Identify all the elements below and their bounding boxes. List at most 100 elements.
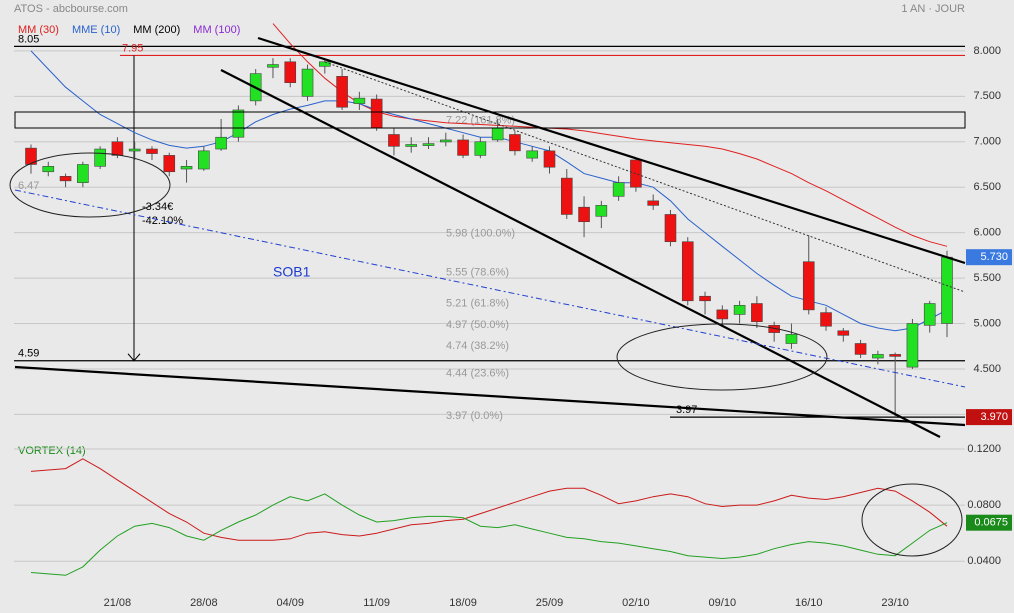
x-tick-label: 21/08 [104,597,132,609]
candle-body [353,97,366,104]
candle-body [906,323,919,368]
fib-label: 4.74 (38.2%) [446,340,509,352]
y-tick-label: 8.000 [973,45,1001,57]
candle-body [560,177,573,215]
x-tick-label: 25/09 [536,597,564,609]
candle-body [25,147,37,165]
price-tag-label: 5.730 [980,251,1008,263]
candle-body [180,166,193,170]
candle-body [77,164,89,183]
candle-body [595,205,608,217]
x-tick-label: 28/08 [190,597,218,609]
chart-subtitle: 1 AN · JOUR [901,3,965,15]
y-tick-label: 5.000 [973,317,1001,329]
candle-body [491,127,504,141]
candle-body [163,155,176,173]
legend-label: MM (100) [193,24,240,36]
y-tick-label: 0.0400 [967,555,1001,567]
candle-body [889,354,901,357]
marks: 8.000 7.500 7.000 6.500 6.000 5.500 5.000 4.500… [14,23,1012,609]
trend-line [14,189,966,388]
trend-line [257,36,966,265]
candle-body [681,241,694,302]
candle-body [647,200,659,206]
candle-body [405,144,418,147]
candle-body [439,139,452,143]
x-tick-label: 23/10 [881,597,909,609]
candle-body [422,143,435,146]
candle-body [578,206,590,223]
candle-body [111,141,124,156]
fib-label: 4.44 (23.6%) [446,367,509,379]
candle-body [612,182,625,197]
candle-body [630,159,642,188]
level-label: 4.59 [18,348,39,360]
candle-body [716,309,729,320]
candle-body [837,330,850,336]
price-tag-label: 0.0675 [974,517,1008,529]
level-label: 7.95 [122,42,143,54]
legend-label: MME (10) [72,24,120,36]
candle-body [336,76,348,108]
ellipse [861,483,963,557]
y-tick-label: 7.000 [973,136,1001,148]
price-tag [966,409,1012,426]
candle-body [854,343,867,355]
x-tick-label: 04/09 [276,597,304,609]
arrow-head [127,353,141,362]
price-tag [966,249,1012,266]
candle-body [319,61,331,67]
fib-label: 5.98 (100.0%) [446,227,515,239]
y-tick-label: 0.1200 [967,443,1001,455]
candle-body [457,139,469,156]
y-tick-label: 5.500 [973,272,1001,284]
y-tick-label: 0.0800 [967,499,1001,511]
candle-body [664,214,677,243]
x-tick-label: 02/10 [622,597,650,609]
annotation: SOB1 [273,264,311,280]
candle-body [923,303,936,326]
candle-body [526,150,539,159]
price-tag [966,514,1012,531]
candle-body [802,261,815,311]
fib-label: 4.97 (50.0%) [446,319,509,331]
annotation: 6.47 [18,180,39,192]
candle-body [751,303,763,322]
candle-body [699,295,711,302]
candle-body [820,312,832,327]
candle-body [941,256,953,324]
x-tick-label: 18/09 [449,597,477,609]
candle-body [215,136,227,150]
y-tick-label: 4.500 [973,363,1001,375]
candle-body [474,141,487,156]
trend-line [324,61,966,293]
ellipse [9,152,171,218]
trend-line [14,365,966,427]
candle-body [284,61,297,83]
fib-label: 5.55 (78.6%) [446,266,509,278]
candle-body [388,134,400,147]
ma-line [272,23,948,247]
ma-line [30,50,948,332]
y-tick-label: 6.000 [973,227,1001,239]
candle-body [94,148,106,167]
candle-body [267,64,279,68]
ellipse [616,323,828,391]
candle-body [42,166,55,173]
x-tick-label: 11/09 [363,597,390,609]
y-tick-label: 7.500 [973,90,1001,102]
candle-body [543,150,556,168]
trend-line [220,69,941,438]
candle-body [872,354,884,359]
annotation: -3.34€ [142,201,173,213]
fib-label: 3.97 (0.0%) [446,410,503,422]
candle-body [301,68,314,97]
candle-body [59,175,72,182]
candle-body [785,334,798,344]
level-label: 3.97 [676,404,697,416]
x-tick-label: 09/10 [709,597,737,609]
candle-body [128,148,141,152]
legend-label: MM (200) [133,24,180,36]
